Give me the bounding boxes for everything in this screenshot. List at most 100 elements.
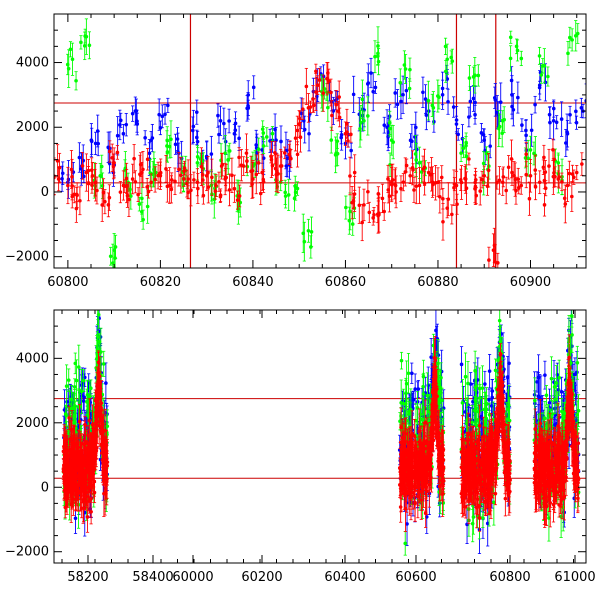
data-point [227,173,232,207]
x-tick-label: 60860 [325,275,366,290]
data-point [270,155,275,176]
data-point [72,185,77,204]
data-point [256,151,261,175]
data-point [297,110,302,127]
data-point [311,85,315,113]
data-point [222,107,226,140]
data-point [237,147,241,168]
data-point [302,221,307,262]
data-point [533,154,538,186]
data-point [546,66,550,87]
data-point [295,115,300,146]
data-point [156,161,160,190]
data-point [191,109,196,143]
data-point [141,150,145,188]
data-point [163,104,167,125]
data-point [495,175,499,190]
data-point [360,203,364,242]
data-point [391,125,395,160]
data-point [367,201,372,223]
data-point [464,171,469,205]
data-point [124,113,129,137]
data-point [478,176,483,206]
data-point [574,165,579,181]
data-point [499,283,503,305]
data-point [393,78,398,108]
data-point [182,170,186,187]
data-point [129,182,133,210]
data-point [497,166,502,195]
data-point [78,186,82,216]
data-point [572,169,576,185]
data-point [96,131,100,157]
data-point [74,359,79,402]
data-point [486,153,491,188]
data-point [145,177,149,196]
data-point [95,114,100,148]
data-point [196,173,200,204]
x-tick-label: 60800 [47,275,88,290]
data-point [189,174,193,207]
data-point [165,170,170,203]
plot-area [54,283,586,556]
data-point [452,177,457,192]
data-point [421,76,425,108]
data-point [570,181,574,212]
data-point [194,99,199,125]
data-point [133,170,138,194]
y-tick-label: 4000 [16,351,49,366]
data-point [406,352,411,394]
data-point [371,72,376,112]
data-point [376,48,381,76]
data-point [500,168,505,196]
data-point [93,168,97,197]
data-point [60,165,64,192]
data-point [449,50,454,65]
data-point [492,227,497,263]
data-point [301,98,305,120]
data-point [532,141,536,166]
data-point [542,144,546,170]
data-point [551,158,556,195]
data-point [376,186,381,202]
data-point [508,45,513,72]
data-point [564,129,568,157]
data-point [360,79,365,119]
data-point [388,120,392,137]
y-tick-label: 0 [41,185,49,200]
data-point [526,139,530,177]
data-point [403,531,408,556]
data-point [350,185,354,220]
data-point [314,63,318,79]
data-point [369,57,373,89]
data-point [510,159,514,186]
x-tick-label: 60900 [510,275,551,290]
data-point [346,134,350,148]
data-point [554,115,559,130]
data-point [537,170,542,195]
data-point [402,50,407,80]
data-point [510,93,514,120]
data-point [575,23,580,44]
data-point [274,157,279,192]
data-point [173,133,178,155]
data-point [237,184,242,208]
data-point [110,143,115,172]
data-point [559,101,564,137]
data-point [382,202,386,221]
data-point [226,150,230,170]
data-point [424,100,429,131]
data-point [557,165,561,189]
data-point [143,130,147,146]
data-point [115,145,120,160]
data-point [329,126,334,154]
data-point [287,144,291,165]
data-point [458,168,463,191]
data-point [399,175,403,203]
data-point [213,182,218,200]
data-point [121,123,126,144]
data-point [454,105,459,135]
data-point [66,160,71,199]
data-point [446,88,450,115]
data-point [104,362,108,404]
